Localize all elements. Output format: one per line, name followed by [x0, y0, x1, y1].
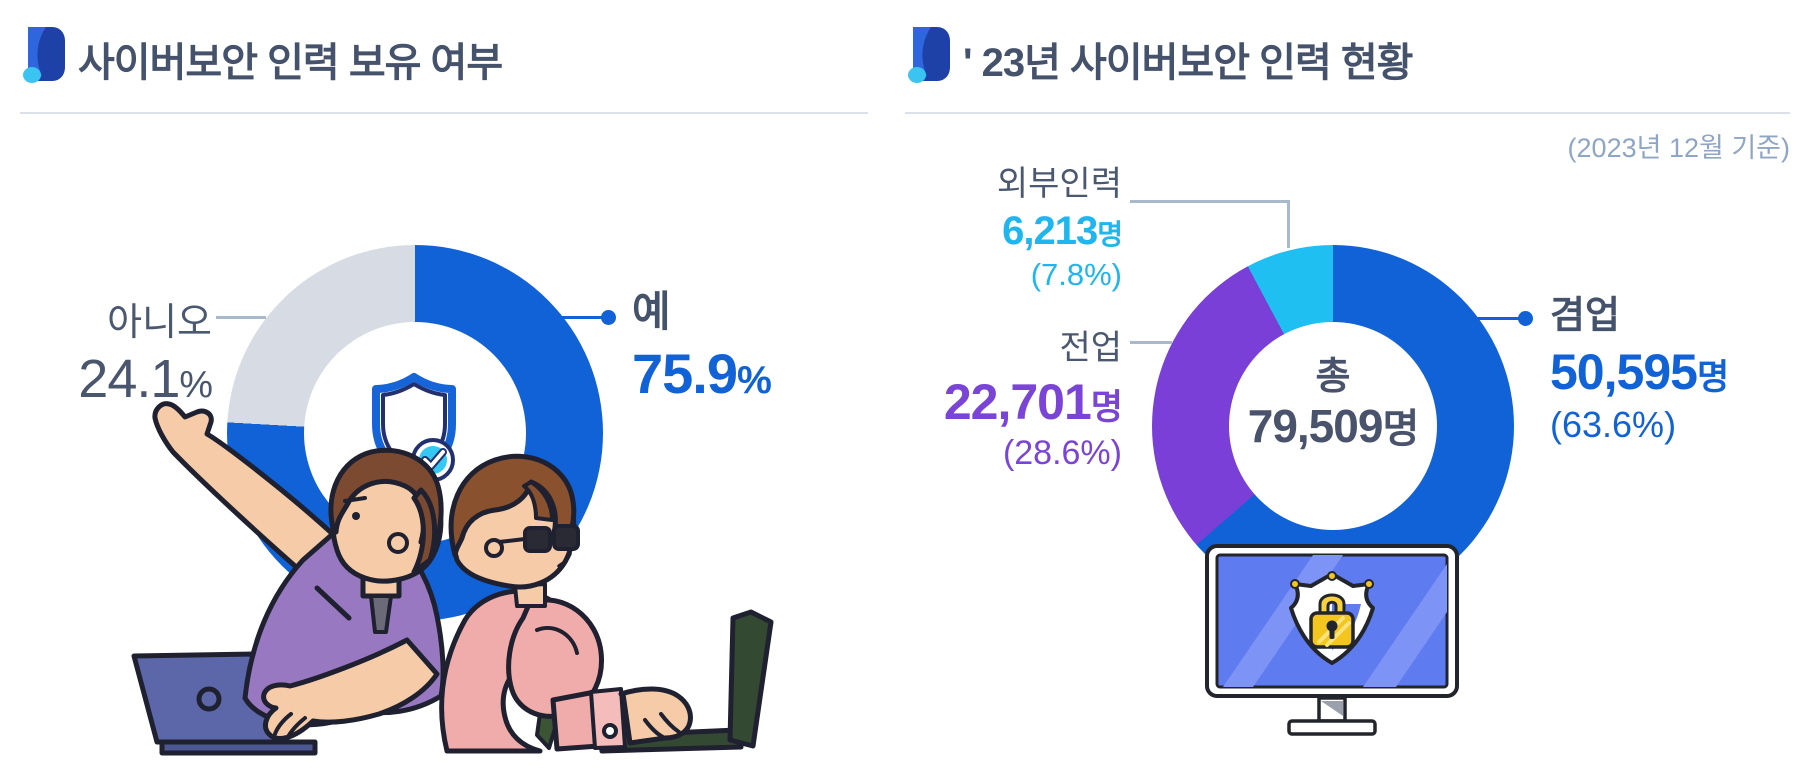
donut-center-total: 총 79,509명 — [1213, 356, 1453, 453]
external-value: 6,213명 — [1002, 209, 1123, 253]
fulltime-connector-h — [1130, 341, 1172, 344]
external-pct: (7.8%) — [1030, 257, 1122, 292]
left-panel-title: 사이버보안 인력 보유 여부 — [78, 41, 503, 85]
no-value: 24.1% — [78, 349, 213, 409]
label-concurrent: 겸업 50,595명 (63.6%) — [1550, 284, 1729, 446]
concurrent-connector-dot — [1518, 311, 1533, 326]
yes-connector-dot — [601, 310, 616, 325]
concurrent-name: 겸업 — [1550, 295, 1620, 337]
right-panel-title: ' 23년 사이버보안 인력 현황 — [963, 41, 1413, 85]
fulltime-value: 22,701명 — [943, 374, 1123, 430]
label-yes: 예 75.9% — [632, 278, 772, 406]
two-people-laptops-illustration — [131, 401, 774, 756]
yes-connector-line — [556, 316, 606, 319]
right-header-divider — [905, 112, 1790, 114]
external-connector-h — [1130, 200, 1290, 203]
bookmark-logo-icon — [908, 27, 950, 83]
no-name: 아니오 — [107, 302, 212, 344]
concurrent-pct: (63.6%) — [1550, 404, 1677, 445]
fulltime-name: 전업 — [1059, 329, 1122, 367]
right-panel: ' 23년 사이버보안 인력 현황 (2023년 12월 기준) 총 79,50… — [880, 0, 1813, 781]
no-connector-line — [216, 316, 266, 319]
external-name: 외부인력 — [996, 165, 1122, 203]
concurrent-connector-h — [1470, 317, 1522, 320]
label-fulltime: 전업 22,701명 (28.6%) — [900, 320, 1123, 473]
yes-name: 예 — [632, 288, 671, 335]
left-header-divider — [20, 112, 868, 114]
left-panel: 사이버보안 인력 보유 여부 아니오 24.1% 예 75.9% — [0, 0, 880, 781]
bookmark-logo-icon — [23, 27, 65, 83]
external-connector-v — [1287, 200, 1290, 248]
label-no: 아니오 24.1% — [28, 291, 213, 410]
as-of-date-note: (2023년 12월 기준) — [1567, 133, 1790, 163]
total-value: 79,509명 — [1247, 399, 1420, 452]
monitor-shield-lock-illustration — [1205, 544, 1459, 736]
total-prefix: 총 — [1315, 356, 1351, 398]
yes-value: 75.9% — [632, 342, 772, 405]
fulltime-pct: (28.6%) — [1002, 434, 1122, 472]
label-external: 외부인력 6,213명 (7.8%) — [940, 156, 1123, 293]
concurrent-value: 50,595명 — [1550, 344, 1729, 400]
